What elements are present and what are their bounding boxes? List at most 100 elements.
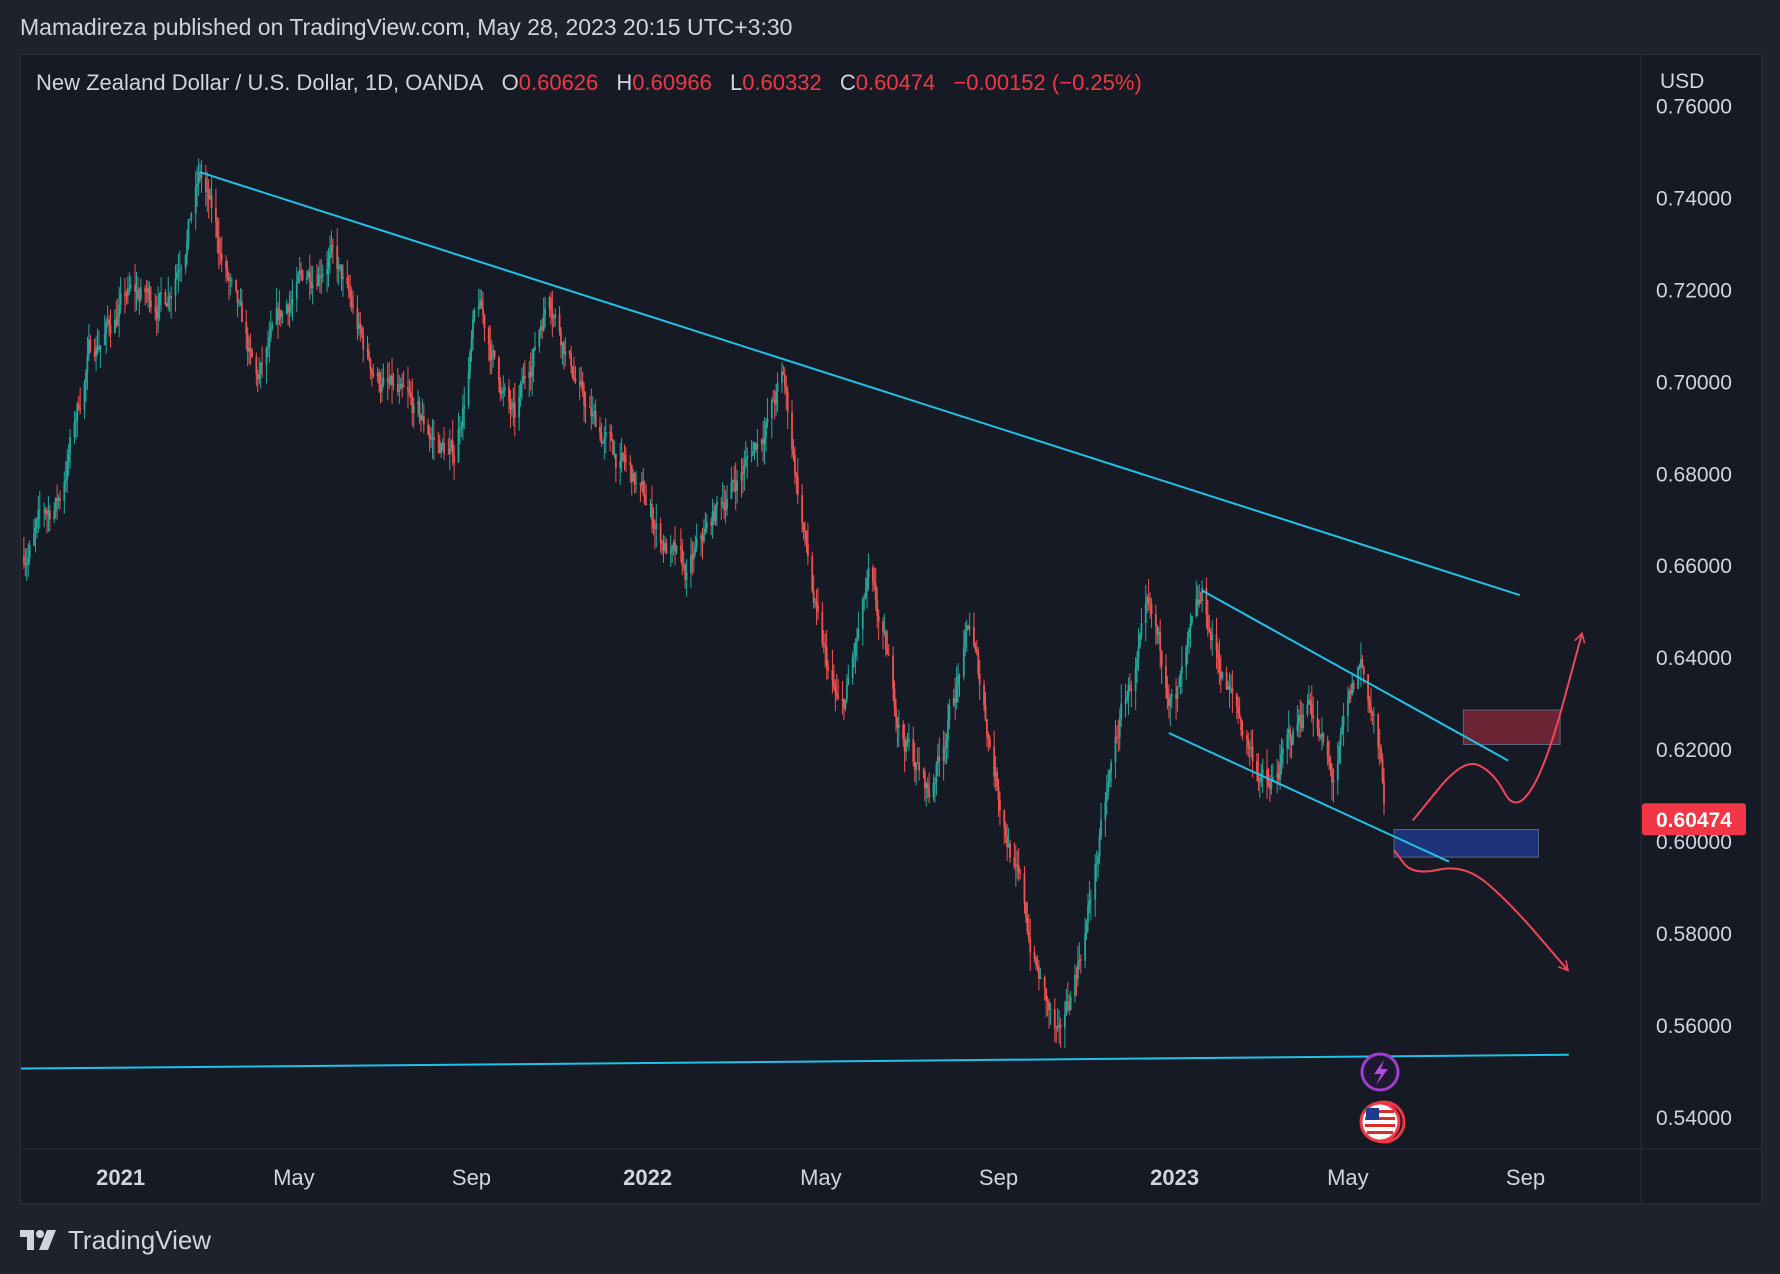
candle bbox=[1139, 632, 1141, 649]
candle bbox=[625, 447, 627, 473]
channel-upper-trendline[interactable] bbox=[1201, 589, 1509, 762]
bullish-scenario-arrow[interactable] bbox=[1412, 631, 1586, 821]
candle bbox=[851, 651, 854, 685]
candle bbox=[863, 593, 866, 611]
candle bbox=[209, 188, 212, 201]
candle bbox=[522, 363, 525, 384]
candle bbox=[76, 401, 79, 438]
candle bbox=[1105, 774, 1108, 815]
candle bbox=[599, 416, 601, 442]
candle bbox=[1371, 710, 1374, 726]
bottom-support-trendline[interactable] bbox=[21, 1053, 1569, 1070]
candle bbox=[1013, 842, 1016, 870]
candle bbox=[1308, 685, 1310, 705]
candle bbox=[457, 412, 460, 463]
candle bbox=[1078, 942, 1081, 970]
candle bbox=[305, 270, 308, 285]
candle bbox=[952, 689, 955, 708]
candle bbox=[511, 398, 513, 418]
supply-zone[interactable] bbox=[1462, 709, 1561, 745]
plot-area[interactable] bbox=[21, 158, 1586, 1070]
candle bbox=[640, 472, 643, 492]
candle bbox=[1381, 752, 1384, 784]
candle bbox=[593, 403, 596, 425]
candle bbox=[812, 575, 815, 609]
demand-zone[interactable] bbox=[1393, 829, 1539, 858]
candle bbox=[554, 308, 557, 327]
candle bbox=[1144, 584, 1147, 642]
candle bbox=[1185, 644, 1188, 680]
candle bbox=[93, 338, 96, 362]
candle bbox=[564, 337, 567, 367]
lightning-event-icon[interactable] bbox=[1360, 1052, 1400, 1092]
candle bbox=[1235, 692, 1238, 719]
candle bbox=[999, 791, 1001, 826]
upper-resistance-trendline[interactable] bbox=[199, 171, 1521, 597]
time-tick-label: 2021 bbox=[96, 1165, 145, 1190]
candle bbox=[730, 467, 733, 500]
candle bbox=[740, 458, 743, 498]
candle bbox=[1095, 850, 1098, 882]
candle bbox=[160, 277, 162, 312]
candle bbox=[731, 479, 734, 493]
candle bbox=[560, 327, 562, 359]
candle bbox=[1019, 868, 1022, 880]
candle bbox=[285, 299, 288, 315]
candle bbox=[24, 548, 27, 577]
candle bbox=[482, 291, 484, 325]
candle bbox=[300, 262, 303, 281]
candle bbox=[261, 346, 264, 379]
candle bbox=[376, 367, 379, 383]
channel-lower-trendline[interactable] bbox=[1168, 732, 1450, 863]
candle bbox=[473, 307, 476, 324]
price-axis[interactable]: 0.76000 0.74000 0.72000 0.70000 0.68000 0.660… bbox=[1656, 96, 1732, 1130]
candle bbox=[1201, 580, 1203, 613]
candle bbox=[822, 629, 825, 654]
chart-frame[interactable] bbox=[20, 54, 1762, 1204]
candle bbox=[591, 396, 594, 425]
tradingview-logo-icon bbox=[20, 1230, 56, 1250]
bearish-scenario-arrow[interactable] bbox=[1393, 849, 1570, 972]
candle bbox=[882, 617, 884, 650]
candle bbox=[932, 774, 935, 801]
candle bbox=[28, 540, 31, 566]
candle bbox=[561, 342, 564, 365]
candle bbox=[342, 264, 344, 297]
footer-brand[interactable]: TradingView bbox=[20, 1222, 211, 1258]
candle bbox=[1358, 663, 1361, 670]
candle bbox=[129, 275, 132, 292]
candle bbox=[519, 380, 522, 407]
candle bbox=[1321, 717, 1323, 751]
candle bbox=[854, 638, 857, 674]
candle bbox=[756, 428, 759, 467]
candle bbox=[786, 386, 789, 430]
us-flag-event-icon[interactable] bbox=[1359, 1100, 1406, 1144]
candle bbox=[1266, 749, 1268, 799]
candle bbox=[1160, 649, 1163, 684]
candle bbox=[317, 266, 320, 287]
candle bbox=[433, 420, 435, 461]
drawings-layer[interactable] bbox=[21, 171, 1586, 1070]
candle bbox=[548, 295, 551, 318]
candle bbox=[734, 462, 737, 510]
candle bbox=[817, 587, 819, 621]
candle bbox=[180, 264, 183, 283]
candle bbox=[57, 494, 60, 509]
candle bbox=[679, 528, 682, 563]
candle bbox=[710, 517, 713, 536]
candle bbox=[1328, 740, 1331, 771]
candle bbox=[477, 288, 480, 317]
close-value: 0.60474 bbox=[855, 70, 936, 95]
candle bbox=[1302, 703, 1305, 732]
candle bbox=[867, 553, 870, 591]
candle bbox=[832, 664, 835, 691]
candle bbox=[662, 534, 665, 564]
candle bbox=[339, 264, 341, 272]
candle bbox=[1377, 712, 1380, 760]
candle bbox=[1176, 685, 1179, 712]
time-axis[interactable]: 2021 May Sep 2022 May Sep 2023 May Sep bbox=[96, 1165, 1545, 1190]
candle bbox=[792, 438, 795, 462]
ohlc-legend: New Zealand Dollar / U.S. Dollar, 1D, OA… bbox=[36, 70, 1142, 96]
candle bbox=[126, 276, 129, 304]
